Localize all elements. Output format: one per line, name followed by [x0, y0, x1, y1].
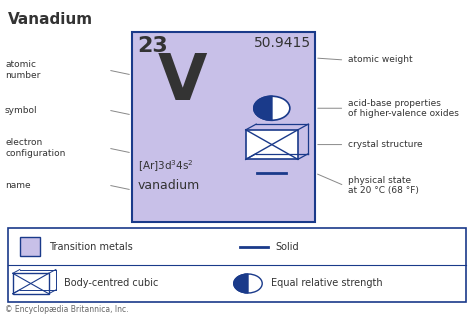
Bar [13, 273, 49, 294]
Text: © Encyclopædia Britannica, Inc.: © Encyclopædia Britannica, Inc. [5, 306, 128, 314]
Text: physical state
at 20 °C (68 °F): physical state at 20 °C (68 °F) [348, 176, 419, 195]
Wedge shape [254, 96, 272, 120]
Text: symbol: symbol [5, 106, 37, 114]
Bar [8, 228, 466, 302]
Bar [20, 237, 40, 256]
Text: Vanadium: Vanadium [8, 12, 93, 27]
Text: $\mathregular{[Ar]3d^{3}4s^{2}}$: $\mathregular{[Ar]3d^{3}4s^{2}}$ [137, 158, 193, 174]
Bar [246, 130, 298, 159]
Text: electron
configuration: electron configuration [5, 138, 65, 158]
Text: Body-centred cubic: Body-centred cubic [64, 278, 159, 289]
Wedge shape [234, 274, 248, 293]
Text: atomic weight: atomic weight [348, 56, 413, 64]
Text: V: V [158, 51, 208, 113]
Circle shape [254, 96, 290, 120]
Text: Equal relative strength: Equal relative strength [271, 278, 383, 289]
Bar [132, 32, 315, 222]
Text: Transition metals: Transition metals [49, 241, 133, 252]
Text: name: name [5, 180, 31, 190]
Text: 50.9415: 50.9415 [254, 36, 311, 50]
Text: Solid: Solid [275, 241, 299, 252]
Text: acid-base properties
of higher-valence oxides: acid-base properties of higher-valence o… [348, 99, 459, 118]
Text: atomic
number: atomic number [5, 60, 40, 80]
Circle shape [234, 274, 262, 293]
Text: 23: 23 [137, 36, 168, 56]
Text: crystal structure: crystal structure [348, 140, 423, 149]
Text: vanadium: vanadium [137, 179, 200, 192]
